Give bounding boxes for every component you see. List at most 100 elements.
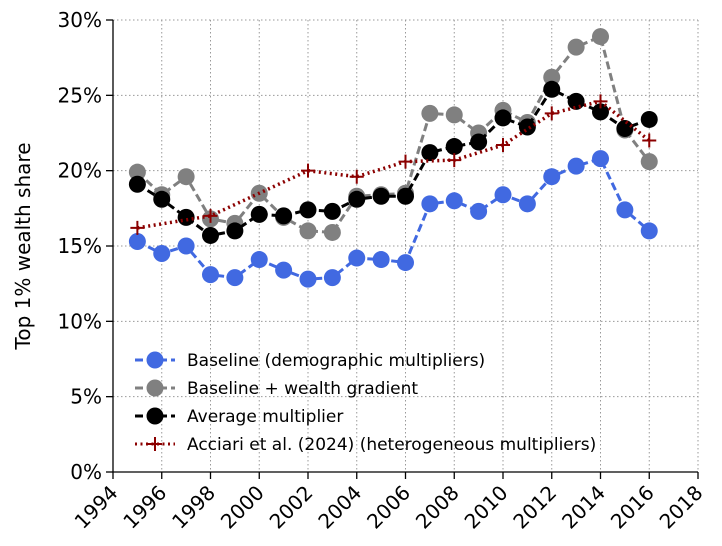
point xyxy=(299,222,317,240)
point xyxy=(593,94,608,109)
x-tick-label: 2000 xyxy=(216,481,269,534)
y-axis-label: Top 1% wealth share xyxy=(11,143,35,351)
x-tick-label: 1994 xyxy=(70,481,123,534)
x-tick-label: 2018 xyxy=(655,481,708,534)
y-tick-label: 0% xyxy=(70,460,102,484)
series-line xyxy=(136,156,651,281)
x-tick-label: 2012 xyxy=(508,481,561,534)
point xyxy=(348,190,366,208)
point xyxy=(128,232,146,250)
point xyxy=(421,144,439,162)
point xyxy=(177,168,195,186)
legend-item: Average multiplier xyxy=(135,407,343,427)
x-tick-label: 2014 xyxy=(557,481,610,534)
y-tick-label: 30% xyxy=(58,8,102,32)
point xyxy=(226,269,244,287)
point xyxy=(642,133,657,148)
y-tick-label: 15% xyxy=(58,234,102,258)
point-cross xyxy=(642,133,657,148)
point xyxy=(567,157,585,175)
point xyxy=(372,251,390,269)
point xyxy=(494,109,512,127)
series-line xyxy=(137,99,651,230)
point xyxy=(323,202,341,220)
y-tick-label: 5% xyxy=(70,385,102,409)
point xyxy=(640,110,658,128)
point xyxy=(301,163,315,178)
legend-label: Baseline (demographic multipliers) xyxy=(187,351,485,371)
point xyxy=(421,104,439,122)
legend-item: Acciari et al. (2024) (heterogeneous mul… xyxy=(135,435,596,455)
point xyxy=(470,133,488,151)
point-cross xyxy=(301,163,315,178)
point-cross xyxy=(130,220,145,235)
point xyxy=(518,118,536,136)
x-tick-label: 1996 xyxy=(118,481,171,534)
point-cross xyxy=(593,94,608,109)
legend-label: Acciari et al. (2024) (heterogeneous mul… xyxy=(187,435,596,455)
legend-item: Baseline (demographic multipliers) xyxy=(135,351,485,371)
point xyxy=(349,169,364,184)
point xyxy=(494,186,512,204)
x-tick-label: 1998 xyxy=(167,481,220,534)
point xyxy=(470,202,488,220)
point-cross xyxy=(447,153,462,168)
point xyxy=(447,153,462,168)
point xyxy=(398,154,413,169)
y-tick-label: 20% xyxy=(58,159,102,183)
point xyxy=(250,205,268,223)
point xyxy=(299,201,317,219)
point-cross xyxy=(203,208,218,223)
x-tick-label: 2006 xyxy=(362,481,415,534)
point xyxy=(543,68,561,86)
point xyxy=(275,261,293,279)
legend-label: Baseline + wealth gradient xyxy=(187,379,418,399)
point xyxy=(616,201,634,219)
legend-item: Baseline + wealth gradient xyxy=(135,379,418,399)
point xyxy=(128,175,146,193)
point xyxy=(592,150,609,168)
point xyxy=(616,119,634,137)
point xyxy=(202,226,219,244)
point xyxy=(397,254,414,272)
series-line xyxy=(136,87,650,238)
point xyxy=(544,106,559,121)
point xyxy=(299,270,317,288)
point xyxy=(275,207,293,225)
point xyxy=(177,237,195,255)
x-tick-label: 2016 xyxy=(606,481,659,534)
point-cross xyxy=(496,138,510,153)
point xyxy=(226,222,244,240)
point xyxy=(203,208,218,223)
point xyxy=(128,163,146,181)
point xyxy=(397,187,414,205)
point-cross xyxy=(148,437,162,451)
point xyxy=(146,407,164,425)
point xyxy=(640,222,658,240)
x-tick-label: 2002 xyxy=(265,481,318,534)
series-line xyxy=(136,34,651,234)
point xyxy=(445,192,463,210)
point xyxy=(421,195,439,213)
point xyxy=(250,251,268,269)
point xyxy=(146,351,164,369)
point xyxy=(592,103,609,121)
point xyxy=(372,187,390,205)
point-cross xyxy=(349,169,364,184)
point xyxy=(130,220,145,235)
point xyxy=(445,106,463,124)
y-tick-label: 25% xyxy=(58,83,102,107)
point xyxy=(146,379,164,397)
point xyxy=(518,195,536,213)
point xyxy=(640,153,658,171)
x-tick-label: 2010 xyxy=(460,481,513,534)
point xyxy=(496,138,510,153)
point xyxy=(592,28,609,46)
point-cross xyxy=(398,154,413,169)
x-tick-label: 2008 xyxy=(411,481,464,534)
point xyxy=(202,266,219,284)
point xyxy=(567,92,585,110)
point xyxy=(567,38,585,56)
point xyxy=(323,223,341,241)
legend-label: Average multiplier xyxy=(187,407,343,427)
